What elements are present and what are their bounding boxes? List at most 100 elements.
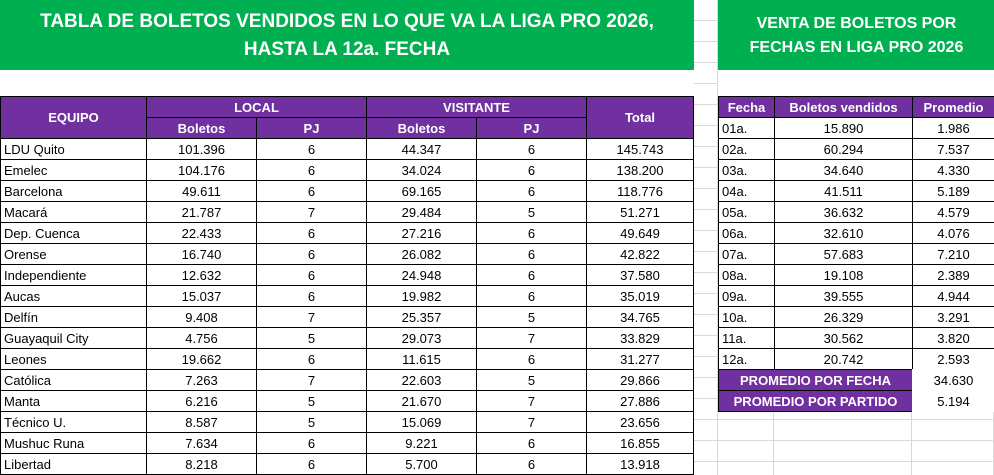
blank <box>586 70 694 97</box>
value-cell: 49.649 <box>586 222 694 244</box>
value-cell: 6 <box>256 264 367 286</box>
value-cell: 37.580 <box>586 264 694 286</box>
grid-cell <box>693 189 718 210</box>
grid-cell <box>693 315 718 336</box>
value-cell: 25.357 <box>366 306 477 328</box>
value-cell: 41.511 <box>774 180 913 202</box>
summary-label: PROMEDIO POR PARTIDO <box>718 390 913 412</box>
value-cell: 5 <box>256 411 367 433</box>
value-cell: 69.165 <box>366 180 477 202</box>
header-cell: Boletos <box>146 117 257 139</box>
value-cell: 19.108 <box>774 264 913 286</box>
value-cell: 6.216 <box>146 390 257 412</box>
blank <box>912 70 994 97</box>
blank <box>476 70 587 97</box>
date-cell: 01a. <box>718 117 775 139</box>
team-name: Delfín <box>0 306 147 328</box>
date-cell: 05a. <box>718 201 775 223</box>
value-cell: 4.579 <box>912 201 994 223</box>
value-cell: 8.587 <box>146 411 257 433</box>
value-cell: 32.610 <box>774 222 913 244</box>
value-cell: 7.537 <box>912 138 994 160</box>
value-cell: 6 <box>256 222 367 244</box>
value-cell: 7 <box>476 390 587 412</box>
value-cell: 16.740 <box>146 243 257 265</box>
header-cell: PJ <box>256 117 367 139</box>
grid-cell <box>912 441 994 462</box>
header-cell: LOCAL <box>146 96 367 118</box>
team-name: Aucas <box>0 285 147 307</box>
grid-cell <box>693 462 718 475</box>
team-name: Libertad <box>0 453 147 475</box>
value-cell: 60.294 <box>774 138 913 160</box>
grid-cell <box>693 399 718 420</box>
grid-cell <box>693 168 718 189</box>
team-name: Técnico U. <box>0 411 147 433</box>
value-cell: 1.986 <box>912 117 994 139</box>
value-cell: 9.221 <box>366 432 477 454</box>
value-cell: 33.829 <box>586 327 694 349</box>
value-cell: 6 <box>476 159 587 181</box>
header-cell: VISITANTE <box>366 96 587 118</box>
value-cell: 35.019 <box>586 285 694 307</box>
value-cell: 6 <box>476 348 587 370</box>
grid-cell <box>693 126 718 147</box>
value-cell: 5 <box>256 390 367 412</box>
grid-cell <box>912 462 994 475</box>
value-cell: 34.765 <box>586 306 694 328</box>
grid-cell <box>718 441 774 462</box>
value-cell: 15.037 <box>146 285 257 307</box>
grid-cell <box>693 378 718 399</box>
date-cell: 12a. <box>718 348 775 370</box>
value-cell: 118.776 <box>586 180 694 202</box>
grid-cell <box>912 420 994 441</box>
value-cell: 15.069 <box>366 411 477 433</box>
value-cell: 36.632 <box>774 201 913 223</box>
summary-label: PROMEDIO POR FECHA <box>718 369 913 391</box>
value-cell: 101.396 <box>146 138 257 160</box>
date-cell: 06a. <box>718 222 775 244</box>
value-cell: 29.866 <box>586 369 694 391</box>
value-cell: 27.216 <box>366 222 477 244</box>
value-cell: 6 <box>256 243 367 265</box>
header-cell: Promedio <box>912 96 994 118</box>
date-cell: 11a. <box>718 327 775 349</box>
value-cell: 6 <box>476 243 587 265</box>
left-title: TABLA DE BOLETOS VENDIDOS EN LO QUE VA L… <box>0 0 694 71</box>
team-name: Independiente <box>0 264 147 286</box>
value-cell: 4.330 <box>912 159 994 181</box>
value-cell: 7 <box>256 201 367 223</box>
value-cell: 29.073 <box>366 327 477 349</box>
value-cell: 44.347 <box>366 138 477 160</box>
value-cell: 104.176 <box>146 159 257 181</box>
value-cell: 49.611 <box>146 180 257 202</box>
header-cell: Total <box>586 96 694 139</box>
value-cell: 24.948 <box>366 264 477 286</box>
team-name: LDU Quito <box>0 138 147 160</box>
value-cell: 23.656 <box>586 411 694 433</box>
date-cell: 08a. <box>718 264 775 286</box>
right-title: VENTA DE BOLETOS POR FECHAS EN LIGA PRO 2… <box>718 0 994 71</box>
grid-cell <box>774 462 912 475</box>
blank <box>146 70 257 97</box>
grid-cell <box>718 420 774 441</box>
header-cell: Boletos <box>366 117 477 139</box>
team-name: Dep. Cuenca <box>0 222 147 244</box>
value-cell: 19.982 <box>366 285 477 307</box>
value-cell: 22.603 <box>366 369 477 391</box>
value-cell: 19.662 <box>146 348 257 370</box>
value-cell: 5 <box>256 327 367 349</box>
grid-cell <box>774 420 912 441</box>
value-cell: 12.632 <box>146 264 257 286</box>
team-name: Manta <box>0 390 147 412</box>
value-cell: 6 <box>256 285 367 307</box>
title-line: TABLA DE BOLETOS VENDIDOS EN LO QUE VA L… <box>40 10 654 32</box>
value-cell: 39.555 <box>774 285 913 307</box>
value-cell: 7 <box>476 411 587 433</box>
value-cell: 30.562 <box>774 327 913 349</box>
grid-cell <box>718 462 774 475</box>
grid-cell <box>693 294 718 315</box>
value-cell: 7.263 <box>146 369 257 391</box>
grid-cell <box>693 252 718 273</box>
